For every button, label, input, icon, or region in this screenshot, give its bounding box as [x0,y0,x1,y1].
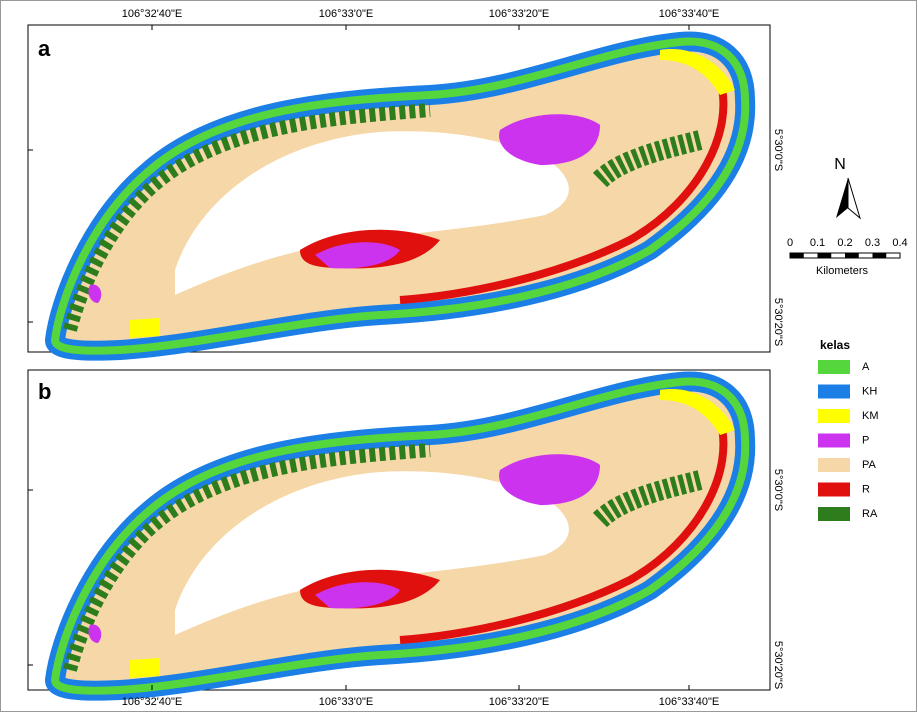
legend-swatch [818,458,850,472]
scale-label: 0.1 [810,237,825,249]
longitude-label: 106°32'40"E [122,8,183,20]
panel-b: b [28,370,770,691]
legend-swatch [818,409,850,423]
panel-a: a [28,25,770,352]
longitude-label: 106°33'0"E [319,8,373,20]
scale-bar-segment [790,253,804,258]
legend-label: A [862,361,870,373]
legend-swatch [818,483,850,497]
longitude-label: 106°33'40"E [659,696,720,708]
legend-label: R [862,483,870,495]
longitude-label: 106°33'0"E [319,696,373,708]
legend-label: KM [862,410,879,422]
north-label: N [834,156,846,173]
longitude-label: 106°33'40"E [659,8,720,20]
legend-title: kelas [820,338,850,352]
legend-swatch [818,434,850,448]
legend-swatch [818,360,850,374]
legend-label: PA [862,459,877,471]
longitude-label: 106°33'20"E [489,8,550,20]
legend-swatch [818,507,850,521]
latitude-label: 5°30'20"S [772,298,784,346]
longitude-label: 106°33'20"E [489,696,550,708]
scale-label: 0.2 [837,237,852,249]
scale-label: 0 [787,237,793,249]
latitude-label: 5°30'20"S [772,641,784,689]
legend-label: RA [862,508,878,520]
scale-bar-segment [818,253,832,258]
scale-bar-segment [845,253,859,258]
latitude-label: 5°30'0"S [772,129,784,171]
scale-unit: Kilometers [816,265,868,277]
latitude-label: 5°30'0"S [772,469,784,511]
scale-bar-segment [873,253,887,258]
legend-label: P [862,434,869,446]
legend-label: KH [862,385,877,397]
scale-label: 0.3 [865,237,880,249]
panel-label: a [38,36,51,61]
panel-label: b [38,379,51,404]
legend-swatch [818,385,850,399]
scale-label: 0.4 [892,237,907,249]
longitude-label: 106°32'40"E [122,696,183,708]
map-figure: a b kelas N Kilometers 106°32'40"E 106°33… [0,0,918,713]
